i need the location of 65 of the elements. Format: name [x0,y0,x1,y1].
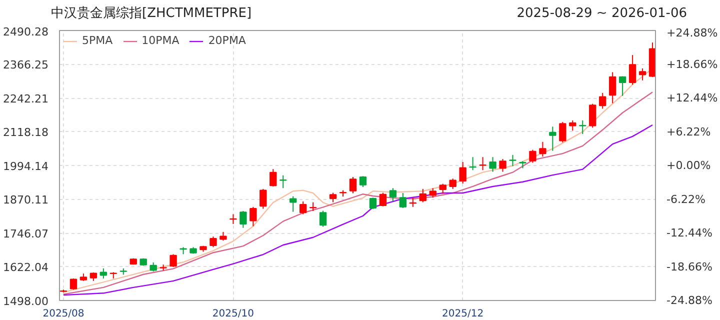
line-series [62,124,654,296]
y2-tick-label: +18.66% [666,58,718,71]
y-tick-label: 1870.11 [3,194,49,207]
candlestick [369,197,377,210]
candlestick [399,192,407,208]
candlestick [449,178,456,190]
y2-tick-label: +12.44% [666,92,718,104]
x-tick-label: 2025/10 [212,308,254,320]
candlestick [499,158,506,172]
chart-title: 中汉贵金属综指[ZHCTMMETPRE] [51,5,252,23]
candlestick [479,156,486,171]
candlestick [429,188,436,198]
candlestick [319,210,327,228]
candlestick [569,120,576,132]
y2-tick-label: +24.88% [666,26,718,40]
y-tick-label: 1622.04 [3,261,49,274]
candlestick [359,176,367,188]
candlestick [299,200,307,215]
candlestick [529,149,536,164]
candlestick [628,54,636,86]
candlestick [608,72,616,104]
candlestick [210,236,217,248]
candlestick [389,188,397,202]
y-tick-label: 2118.18 [3,126,49,140]
y2-tick-label: -6.22% [666,192,706,206]
chart-subtitle: 2025-08-29 ~ 2026-01-06 [516,5,687,23]
y-tick-label: 2490.28 [3,26,49,38]
candlestick [549,126,556,152]
y2-tick-label: -18.66% [666,260,712,274]
candlestick [100,268,108,279]
candlestick [439,183,446,194]
x-tick-label: 2025/08 [42,308,84,320]
candlestick [559,122,566,143]
y-tick-label: 1994.14 [3,160,49,173]
candlestick [589,103,596,128]
candlestick [379,192,387,207]
x-tick-label: 2025/12 [442,308,484,320]
candlestick [598,92,606,110]
candlestick [618,76,626,96]
candlestick [459,162,466,184]
y2-tick-label: -24.88% [666,294,712,307]
candlestick [240,210,247,228]
y2-tick-label: +6.22% [666,125,711,138]
candlestick [509,154,516,167]
y-tick-label: 2242.21 [3,92,49,106]
y2-tick-label: +0.00% [666,159,711,172]
candlestick [260,188,267,210]
candlestick [290,196,297,212]
candlestick [170,254,177,268]
y-tick-label: 1498.00 [3,295,49,308]
candlestick [250,206,257,227]
y-tick-label: 2366.25 [3,58,49,72]
candlestick [638,68,646,81]
candlestick [349,176,357,194]
y2-tick-label: -12.44% [666,226,712,240]
candlestick [539,141,546,158]
legend-label: 10PMA [142,34,180,47]
candlestick [579,120,586,134]
y-tick-label: 1746.07 [3,228,49,240]
legend-label: 20PMA [208,34,246,47]
legend-label: 5PMA [82,34,113,47]
candlestick [419,188,426,203]
candlestick [489,156,496,172]
candlestick [270,168,277,187]
candlestick [329,192,337,203]
